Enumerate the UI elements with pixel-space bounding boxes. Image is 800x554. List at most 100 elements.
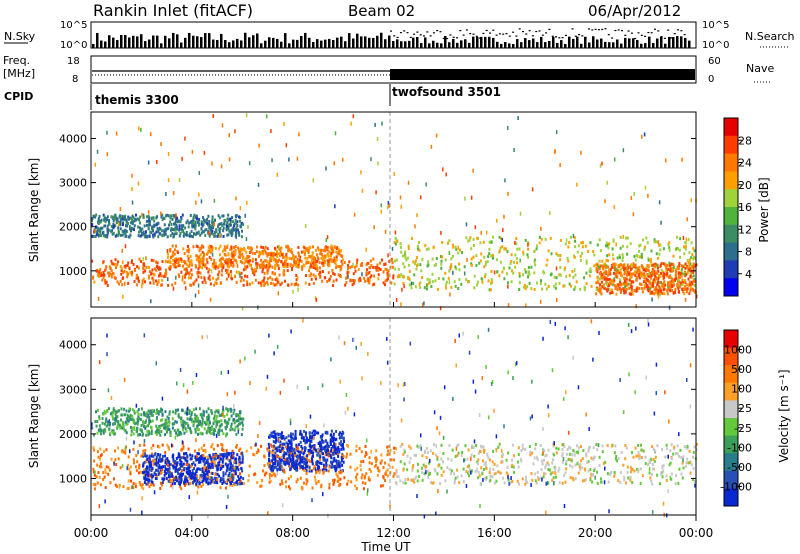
data-cell (501, 238, 504, 243)
data-cell (147, 409, 150, 413)
data-cell (113, 432, 116, 436)
data-cell (251, 281, 254, 285)
data-cell (213, 198, 216, 203)
data-cell (112, 272, 115, 276)
data-cell (283, 259, 286, 263)
data-cell (311, 435, 314, 439)
data-cell (303, 445, 306, 449)
data-cell (97, 226, 100, 230)
y-tick-label: 3000 (59, 177, 87, 190)
data-cell (506, 250, 509, 254)
data-cell (140, 413, 143, 417)
data-cell (218, 425, 221, 429)
data-cell (573, 255, 576, 259)
data-cell (220, 442, 223, 446)
data-cell (365, 271, 368, 275)
data-cell (412, 260, 415, 264)
data-cell (302, 436, 305, 440)
data-cell (684, 266, 687, 270)
data-cell (131, 219, 134, 223)
data-cell (375, 460, 378, 464)
data-cell (597, 264, 600, 268)
data-cell (661, 291, 664, 295)
data-cell (528, 444, 531, 448)
data-cell (213, 283, 216, 287)
data-cell (589, 267, 592, 271)
data-cell (686, 270, 689, 274)
data-cell (606, 259, 609, 263)
data-cell (363, 276, 366, 280)
data-cell (295, 278, 298, 282)
data-cell (100, 271, 103, 275)
data-cell (253, 273, 256, 277)
data-cell (260, 251, 263, 255)
data-cell (527, 255, 530, 259)
data-cell (312, 255, 315, 259)
data-cell (235, 280, 238, 284)
data-cell (563, 284, 566, 288)
data-cell (154, 476, 157, 480)
data-cell (203, 218, 206, 222)
data-cell (639, 255, 642, 259)
data-cell (304, 431, 307, 435)
data-cell (188, 264, 191, 268)
nsky-bar (252, 35, 255, 48)
data-cell (229, 480, 232, 484)
data-cell (211, 425, 214, 429)
data-cell (619, 272, 622, 276)
data-cell (610, 470, 613, 474)
data-cell (220, 222, 223, 226)
data-cell (194, 215, 197, 219)
data-cell (152, 483, 155, 487)
data-cell (422, 463, 425, 467)
nsearch-dot (545, 32, 548, 34)
data-cell (216, 472, 219, 476)
data-cell (130, 259, 133, 263)
data-cell (359, 263, 362, 267)
data-cell (108, 228, 111, 232)
data-cell (685, 237, 688, 242)
data-cell (425, 182, 427, 187)
data-cell (315, 449, 318, 453)
data-cell (682, 245, 685, 249)
data-cell (623, 291, 626, 295)
data-cell (639, 274, 642, 278)
data-cell (172, 222, 175, 226)
data-cell (595, 443, 598, 447)
nsky-bar (172, 32, 175, 48)
data-cell (119, 233, 122, 237)
data-cell (136, 410, 139, 414)
data-cell (668, 241, 671, 245)
data-cell (370, 157, 372, 162)
data-cell (340, 265, 343, 269)
data-cell (274, 259, 277, 263)
colorbar-segment (724, 118, 738, 137)
nsky-bar (560, 40, 563, 48)
data-cell (660, 472, 663, 476)
data-cell (187, 276, 190, 280)
nsearch-dot (432, 32, 435, 34)
data-cell (103, 273, 106, 277)
data-cell (96, 450, 99, 454)
data-cell (120, 407, 123, 411)
data-cell (190, 411, 193, 415)
data-cell (199, 233, 202, 237)
data-cell (133, 418, 136, 422)
nsearch-dot (452, 36, 455, 38)
data-cell (607, 278, 610, 282)
data-cell (369, 259, 372, 263)
data-cell (98, 275, 101, 279)
data-cell (674, 277, 677, 281)
data-cell (180, 217, 183, 221)
nsky-bar (576, 36, 579, 48)
data-cell (156, 159, 158, 164)
data-cell (236, 223, 239, 227)
data-cell (313, 475, 316, 479)
data-cell (687, 238, 690, 242)
data-cell (652, 467, 655, 471)
data-cell (650, 290, 653, 294)
data-cell (281, 442, 284, 446)
data-cell (262, 261, 265, 265)
data-cell (402, 275, 405, 279)
data-cell (503, 481, 506, 485)
